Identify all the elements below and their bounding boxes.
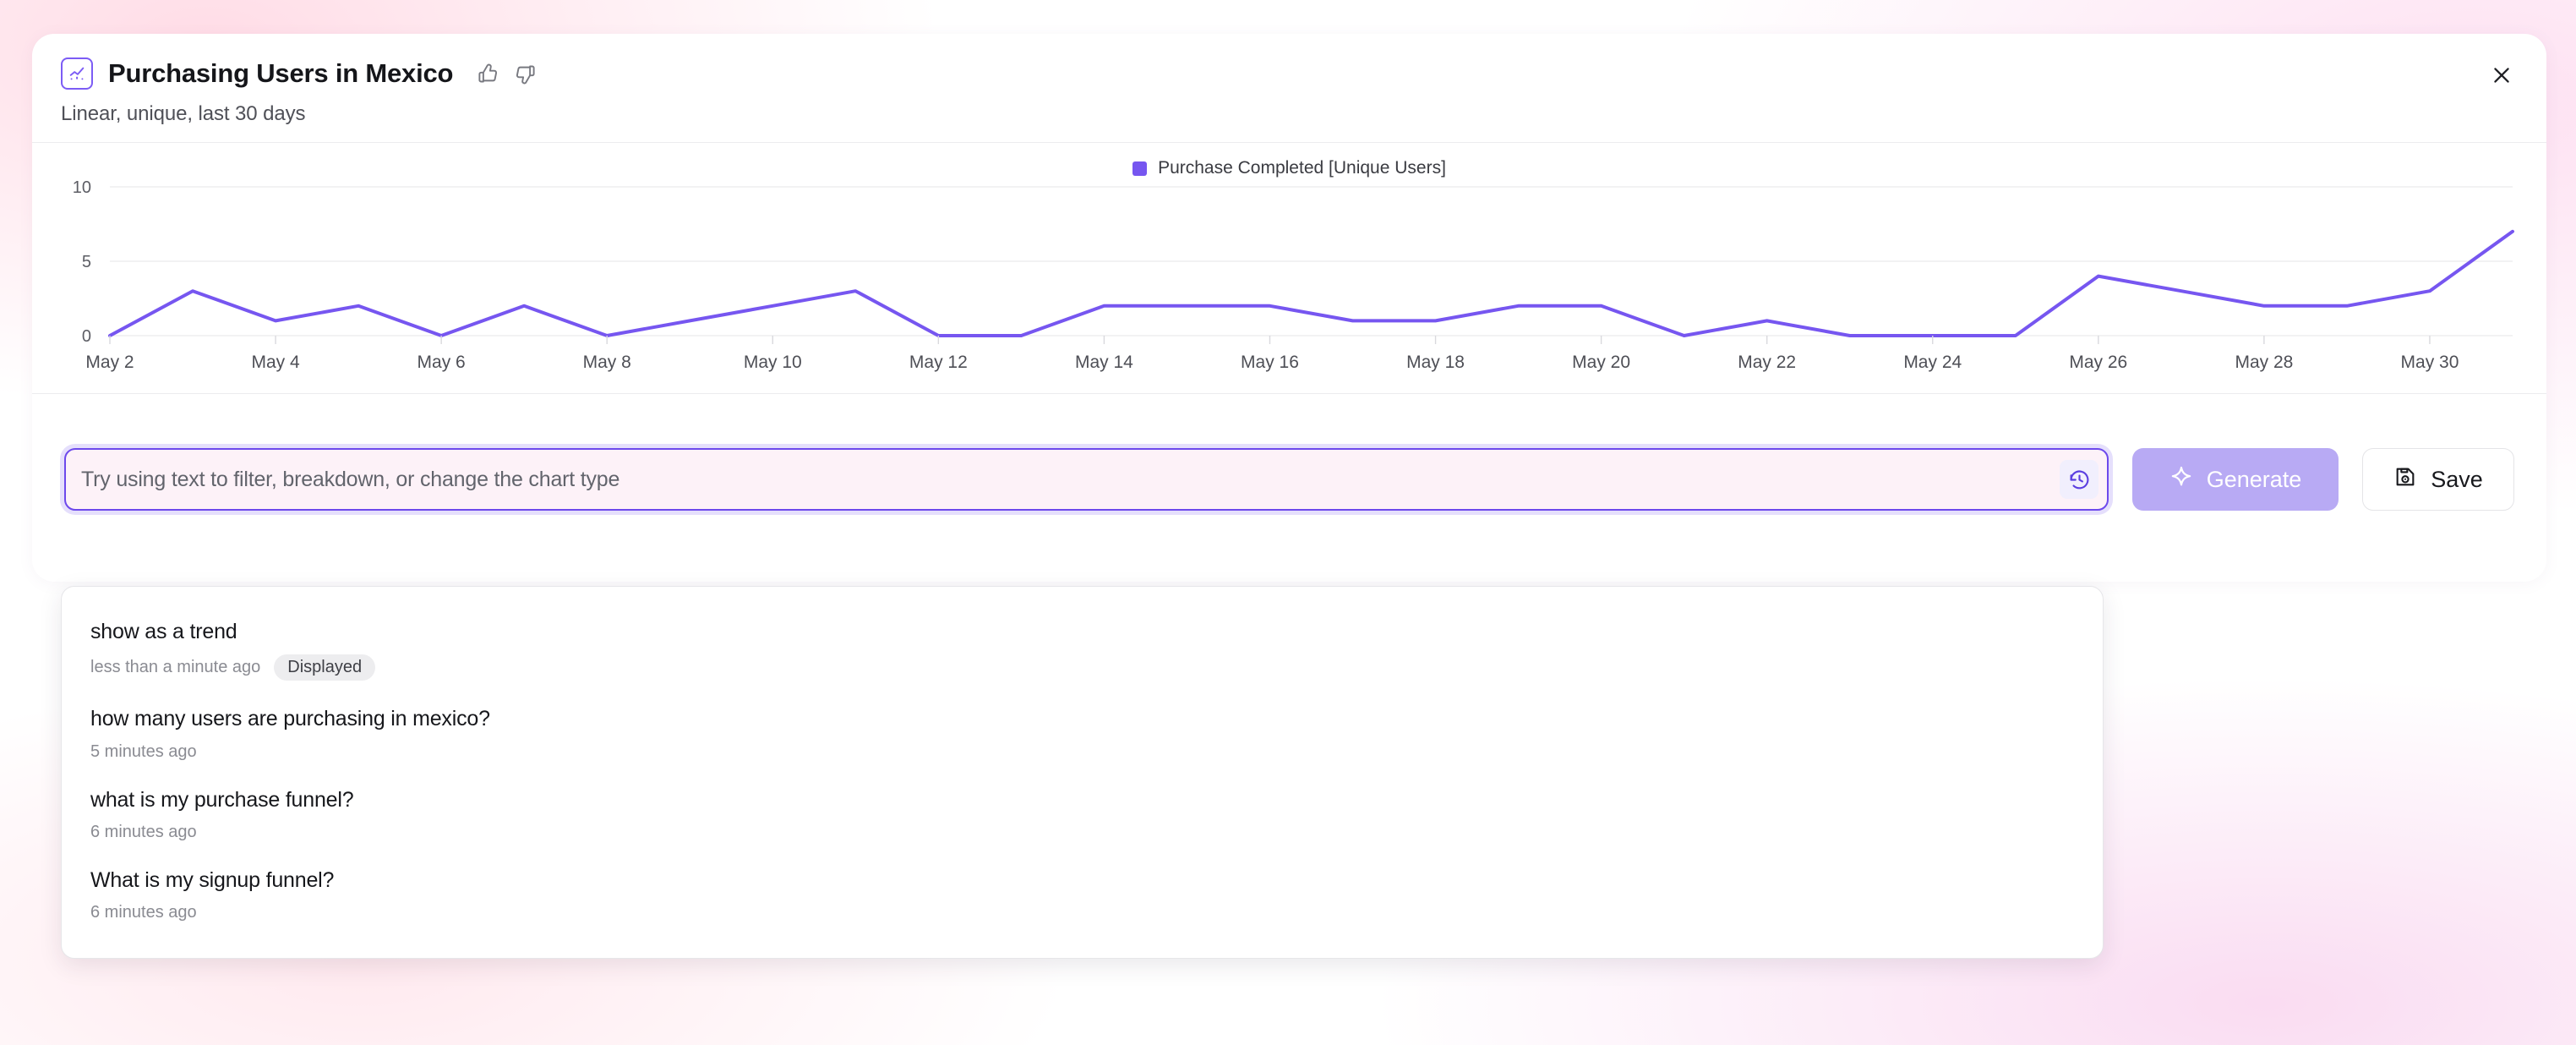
header-divider (32, 142, 2546, 143)
card-header: Purchasing Users in Mexico Linear, uniqu… (32, 34, 2546, 142)
composer-input-wrap[interactable] (64, 448, 2109, 511)
generate-button-label: Generate (2206, 466, 2302, 492)
save-disk-icon (2393, 465, 2417, 495)
suggestion-timestamp: 6 minutes ago (90, 822, 197, 841)
svg-text:May 14: May 14 (1075, 353, 1133, 372)
chart-area: Purchase Completed [Unique Users] 0 5 10 Ma… (32, 143, 2546, 393)
svg-text:May 16: May 16 (1241, 353, 1299, 372)
thumbs-down-icon[interactable] (510, 59, 539, 88)
search-input[interactable] (81, 467, 2051, 492)
generate-button[interactable]: Generate (2132, 448, 2339, 511)
svg-text:May 22: May 22 (1738, 353, 1796, 372)
suggestion-timestamp: less than a minute ago (90, 658, 261, 677)
svg-text:May 30: May 30 (2401, 353, 2459, 372)
svg-text:0: 0 (82, 327, 91, 346)
composer-row: Generate Save (32, 428, 2546, 531)
svg-text:May 10: May 10 (744, 353, 802, 372)
save-button-label: Save (2431, 466, 2483, 492)
clock-rewind-icon[interactable] (2060, 460, 2098, 499)
svg-text:May 26: May 26 (2069, 353, 2127, 372)
line-chart-icon (61, 57, 93, 90)
insight-card: Purchasing Users in Mexico Linear, uniqu… (32, 34, 2546, 582)
suggestion-item[interactable]: show as a trend less than a minute ago Dis… (62, 607, 2103, 694)
svg-text:May 2: May 2 (85, 353, 134, 372)
svg-text:May 24: May 24 (1903, 353, 1962, 372)
svg-text:May 6: May 6 (418, 353, 466, 372)
close-icon[interactable] (2482, 56, 2521, 95)
suggestion-text: how many users are purchasing in mexico? (90, 707, 490, 731)
svg-text:May 28: May 28 (2235, 353, 2293, 372)
page-title: Purchasing Users in Mexico (108, 58, 454, 88)
svg-text:May 12: May 12 (909, 353, 968, 372)
thumbs-up-icon[interactable] (473, 59, 502, 88)
card-subtitle: Linear, unique, last 30 days (61, 102, 306, 125)
chart-divider (32, 393, 2546, 394)
suggestion-text: show as a trend (90, 620, 237, 643)
chart-axis-labels: 0 5 10 May 2 May 4 May 6 May 8 May 10 May 12 May … (73, 178, 2459, 372)
suggestion-item[interactable]: What is my signup funnel? 6 minutes ago (62, 856, 2103, 936)
suggestion-meta: 6 minutes ago (90, 823, 2074, 842)
suggestion-text: what is my purchase funnel? (90, 787, 354, 812)
svg-text:10: 10 (73, 178, 91, 197)
suggestion-item[interactable]: how many users are purchasing in mexico?… (62, 694, 2103, 774)
svg-text:5: 5 (82, 253, 91, 271)
suggestion-timestamp: 5 minutes ago (90, 741, 197, 761)
suggestion-meta: less than a minute ago Displayed (90, 654, 2074, 681)
suggestion-meta: 5 minutes ago (90, 742, 2074, 762)
suggestion-timestamp: 6 minutes ago (90, 903, 197, 922)
line-chart-plot (32, 143, 2546, 393)
suggestion-item[interactable]: what is my purchase funnel? 6 minutes ago (62, 775, 2103, 856)
svg-text:May 18: May 18 (1406, 353, 1465, 372)
svg-text:May 4: May 4 (251, 353, 300, 372)
save-button[interactable]: Save (2362, 448, 2514, 511)
suggestion-text: What is my signup funnel? (90, 867, 335, 892)
status-badge: Displayed (274, 654, 376, 681)
title-row: Purchasing Users in Mexico (61, 56, 2518, 91)
svg-text:May 20: May 20 (1572, 353, 1630, 372)
svg-text:May 8: May 8 (583, 353, 631, 372)
suggestions-dropdown: show as a trend less than a minute ago Dis… (61, 586, 2104, 959)
sparkle-icon (2169, 465, 2193, 495)
suggestion-meta: 6 minutes ago (90, 903, 2074, 922)
feedback-controls (473, 59, 539, 88)
